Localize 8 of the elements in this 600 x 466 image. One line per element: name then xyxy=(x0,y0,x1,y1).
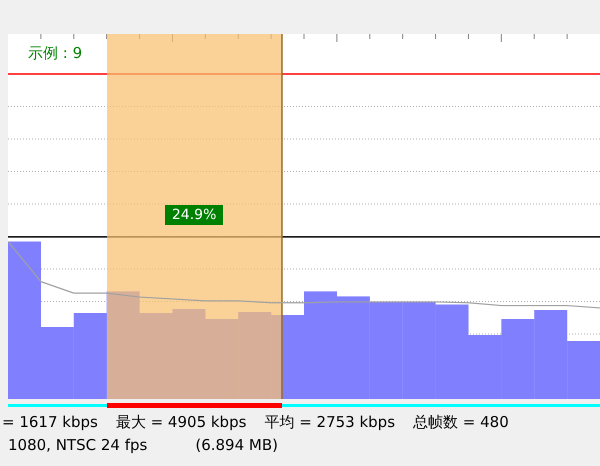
text: 最大 = 4905 kbps xyxy=(116,413,246,431)
text: (6.894 MB) xyxy=(195,436,278,454)
text: 平均 = 2753 kbps xyxy=(264,413,396,431)
text: 1080, NTSC 24 fps xyxy=(8,436,148,454)
text: 24.9% xyxy=(165,205,224,225)
text: = 1617 kbps xyxy=(2,413,98,431)
text: 示例 : 9 xyxy=(28,44,82,63)
text: 总帧数 = 480 xyxy=(413,413,509,431)
